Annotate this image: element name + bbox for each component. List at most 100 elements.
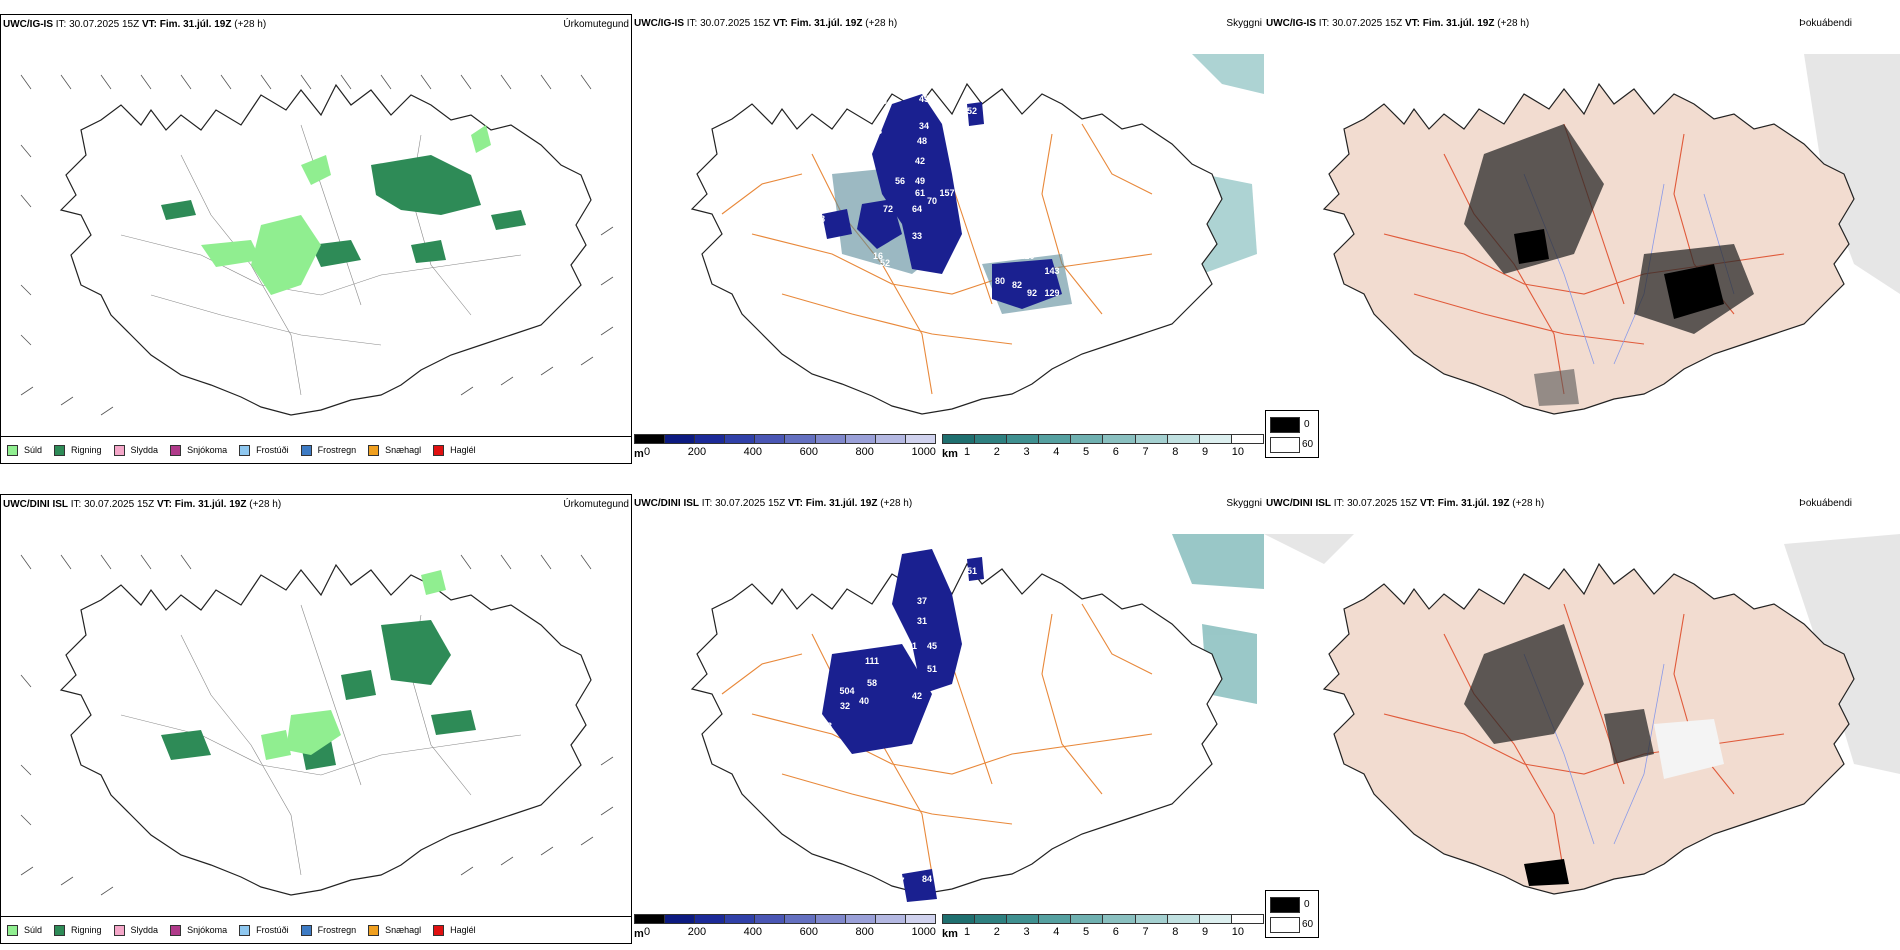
field-label: Úrkomutegund (563, 19, 629, 30)
cloud-height-label: 82 (1012, 280, 1022, 290)
cloud-height-label: 42 (915, 156, 925, 166)
panel-title: UWC/DINI ISL IT: 30.07.2025 15Z VT: Fim.… (1266, 498, 1545, 509)
field-label: Skyggni (1226, 18, 1262, 29)
fog-swatch (1270, 417, 1300, 433)
panel-title: UWC/IG-IS IT: 30.07.2025 15Z VT: Fim. 31… (3, 19, 267, 30)
fog-panel-bottom: UWC/DINI ISL IT: 30.07.2025 15Z VT: Fim.… (1264, 494, 1900, 944)
legend-swatch (239, 924, 251, 936)
height-unit: m (634, 448, 644, 460)
fog-legend: 0 60 (1265, 890, 1319, 938)
scale-swatch (1199, 915, 1232, 923)
fog-swatch (1270, 897, 1300, 913)
cloud-height-label: 48 (917, 136, 927, 146)
cloud-height-label: 23 (1027, 86, 1037, 96)
legend-swatch (239, 444, 251, 456)
legend-item: Slydda (113, 444, 158, 456)
cloud-height-label: 504 (1004, 704, 1019, 714)
scale-swatch (1231, 915, 1263, 923)
legend-swatch (170, 924, 182, 936)
legend-item: Rigning (54, 924, 102, 936)
scale-swatch (635, 435, 666, 443)
cloud-height-label: 76 (877, 96, 887, 106)
scale-swatch (1167, 915, 1200, 923)
scale-swatch (725, 915, 756, 923)
legend-item: Snæhagl (368, 924, 421, 936)
fog-legend: 0 60 (1265, 410, 1319, 458)
cloud-height-label: 33 (822, 721, 832, 731)
legend-swatch (170, 444, 182, 456)
legend-item: Rigning (54, 444, 102, 456)
cloud-height-label: 31 (917, 616, 927, 626)
field-label: Skyggni (1226, 498, 1262, 509)
legend-swatch (300, 924, 312, 936)
cloud-height-label: 16 (873, 251, 883, 261)
cloud-height-label: 45 (927, 641, 937, 651)
visibility-scale (942, 914, 1264, 924)
cloud-height-label: 72 (883, 204, 893, 214)
scale-swatch (975, 435, 1008, 443)
legend-swatch (300, 444, 312, 456)
cloud-height-label: 120 (1019, 251, 1034, 261)
precip-map-top (20, 74, 614, 416)
scale-swatch (845, 435, 876, 443)
precip-legend: Súld Rigning Slydda Snjókoma Frostúði Fr… (1, 436, 631, 463)
legend-swatch (7, 444, 18, 456)
scale-swatch (1231, 435, 1263, 443)
scale-swatch (725, 435, 756, 443)
scale-swatch (1199, 435, 1232, 443)
cloud-height-label: 157 (939, 188, 954, 198)
panel-title: UWC/DINI ISL IT: 30.07.2025 15Z VT: Fim.… (3, 499, 282, 510)
cloud-height-label: 76 (799, 196, 809, 206)
cloud-height-label: 41 (907, 641, 917, 651)
scale-swatch (1039, 435, 1072, 443)
scale-swatch (943, 435, 976, 443)
cloud-height-label: 51 (927, 664, 937, 674)
height-scale (634, 914, 936, 924)
fog-legend-label: 0 (1304, 419, 1310, 430)
scale-swatch (635, 915, 666, 923)
legend-swatch (113, 444, 125, 456)
fog-panel-top: UWC/IG-IS IT: 30.07.2025 15Z VT: Fim. 31… (1264, 14, 1900, 464)
cloud-height-label: 37 (917, 596, 927, 606)
legend-item: Súld (7, 924, 42, 936)
fog-legend-label: 60 (1302, 919, 1314, 930)
cloud-height-label: 65 (895, 381, 905, 391)
scale-swatch (665, 435, 696, 443)
legend-item: Súld (7, 444, 42, 456)
cloud-height-label: 7 (899, 876, 904, 886)
legend-swatch (368, 444, 380, 456)
scale-swatch (1135, 435, 1168, 443)
legend-item: Snjókoma (170, 924, 227, 936)
legend-swatch (54, 444, 66, 456)
scale-swatch (785, 435, 816, 443)
cloud-height-label: 504 (839, 686, 854, 696)
scale-swatch (785, 915, 816, 923)
field-label: Úrkomutegund (563, 499, 629, 510)
cloud-height-label: 13 (862, 161, 872, 171)
scale-swatch (755, 435, 786, 443)
precip-panel-bottom: UWC/DINI ISL IT: 30.07.2025 15Z VT: Fim.… (0, 494, 632, 944)
scale-swatch (1039, 915, 1072, 923)
legend-item: Snjókoma (170, 444, 227, 456)
scale-swatch (815, 435, 846, 443)
legend-item: Frostregn (300, 924, 356, 936)
cloud-height-label: 52 (880, 258, 890, 268)
scale-swatch (975, 915, 1008, 923)
scale-swatch (695, 435, 726, 443)
cloud-height-label: 54 (1007, 244, 1017, 254)
panel-title: UWC/DINI ISL IT: 30.07.2025 15Z VT: Fim.… (634, 498, 913, 509)
legend-item: Frostúði (239, 444, 289, 456)
scale-swatch (695, 915, 726, 923)
field-label: Þokuábendi (1799, 498, 1852, 509)
legend-item: Haglél (433, 444, 476, 456)
scale-swatch (1135, 915, 1168, 923)
cloud-height-label: 33 (912, 231, 922, 241)
cloud-height-label: 49 (915, 176, 925, 186)
legend-item: Slydda (113, 924, 158, 936)
panel-title: UWC/IG-IS IT: 30.07.2025 15Z VT: Fim. 31… (634, 18, 898, 29)
scale-swatch (905, 915, 935, 923)
cloud-height-label: 34 (919, 121, 929, 131)
precip-map-bottom (20, 554, 614, 896)
scale-swatch (845, 915, 876, 923)
